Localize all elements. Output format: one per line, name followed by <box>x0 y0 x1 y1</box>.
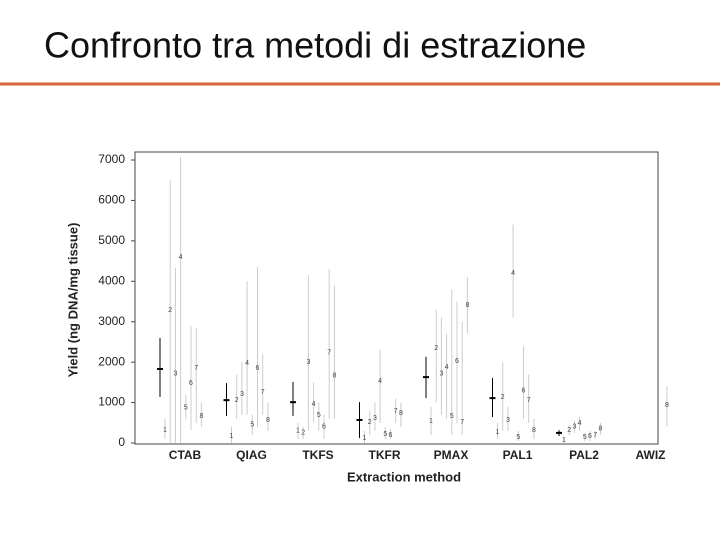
sample-point: 4 <box>378 378 382 385</box>
sample-point: 8 <box>266 417 270 424</box>
x-tick-label: PAL1 <box>503 448 533 462</box>
x-tick-label: TKFR <box>369 448 401 462</box>
x-tick-label: CTAB <box>169 448 202 462</box>
sample-point: 3 <box>572 424 576 431</box>
sample-point: 8 <box>465 302 469 309</box>
sample-point: 7 <box>460 419 464 426</box>
sample-point: 4 <box>312 401 316 408</box>
sample-point: 2 <box>301 430 305 437</box>
x-tick-label: AWIZ <box>636 448 666 462</box>
y-tick-label: 4000 <box>98 273 125 287</box>
sample-point: 8 <box>598 426 602 433</box>
sample-point: 3 <box>506 417 510 424</box>
sample-point: 2 <box>434 345 438 352</box>
sample-point: 8 <box>332 373 336 380</box>
sample-point: 3 <box>439 371 443 378</box>
sample-point: 8 <box>399 410 403 417</box>
sample-point: 2 <box>567 427 571 434</box>
sample-point: 5 <box>450 413 454 420</box>
slide-title: Confronto tra metodi di estrazione <box>44 25 586 66</box>
y-tick-label: 0 <box>118 435 125 449</box>
sample-point: 1 <box>163 427 167 434</box>
sample-point: 5 <box>317 412 321 419</box>
sample-point: 4 <box>445 364 449 371</box>
sample-point: 1 <box>296 428 300 435</box>
sample-point: 3 <box>173 371 177 378</box>
y-tick-label: 6000 <box>98 193 125 207</box>
sample-point: 7 <box>327 350 331 357</box>
sample-point: 6 <box>522 388 526 395</box>
sample-point: 5 <box>250 422 254 429</box>
sample-point: 6 <box>322 424 326 431</box>
sample-point: 5 <box>184 405 188 412</box>
sample-point: 1 <box>562 437 566 444</box>
sample-point: 2 <box>368 419 372 426</box>
sample-point: 5 <box>516 434 520 441</box>
sample-point: 6 <box>256 365 260 372</box>
y-tick-label: 1000 <box>98 395 125 409</box>
sample-point: 7 <box>194 365 198 372</box>
sample-point: 4 <box>578 420 582 427</box>
y-tick-label: 5000 <box>98 233 125 247</box>
sample-point: 7 <box>261 389 265 396</box>
sample-point: 1 <box>496 429 500 436</box>
sample-point: 5 <box>383 431 387 438</box>
y-tick-label: 2000 <box>98 354 125 368</box>
sample-point: 3 <box>306 359 310 366</box>
sample-point: 3 <box>373 415 377 422</box>
y-tick-label: 3000 <box>98 314 125 328</box>
x-tick-label: PMAX <box>434 448 469 462</box>
sample-point: 3 <box>240 391 244 398</box>
sample-point: 6 <box>389 432 393 439</box>
plot-frame <box>134 151 659 445</box>
sample-point: 7 <box>593 432 597 439</box>
sample-point: 1 <box>429 418 433 425</box>
sample-point: 8 <box>532 427 536 434</box>
sample-point: 6 <box>588 433 592 440</box>
sample-point: 4 <box>179 254 183 261</box>
y-axis-label: Yield (ng DNA/mg tissue) <box>65 223 80 378</box>
x-tick-label: TKFS <box>302 448 333 462</box>
sample-point: 2 <box>501 394 505 401</box>
sample-point: 1 <box>363 435 367 442</box>
sample-point: 4 <box>245 360 249 367</box>
sample-point: 8 <box>199 413 203 420</box>
x-tick-label: QIAG <box>236 448 267 462</box>
sample-point: 2 <box>168 307 172 314</box>
x-tick-label: PAL2 <box>569 448 599 462</box>
sample-point: 4 <box>511 270 515 277</box>
x-axis-label: Extraction method <box>347 469 461 484</box>
sample-point: 8 <box>665 402 669 409</box>
y-tick-label: 7000 <box>98 152 125 166</box>
sample-point: 7 <box>394 408 398 415</box>
sample-point: 1 <box>230 433 234 440</box>
sample-point: 6 <box>455 358 459 365</box>
sample-point: 2 <box>235 397 239 404</box>
sample-point: 5 <box>583 434 587 441</box>
sample-point: 6 <box>189 380 193 387</box>
sample-point: 7 <box>527 397 531 404</box>
